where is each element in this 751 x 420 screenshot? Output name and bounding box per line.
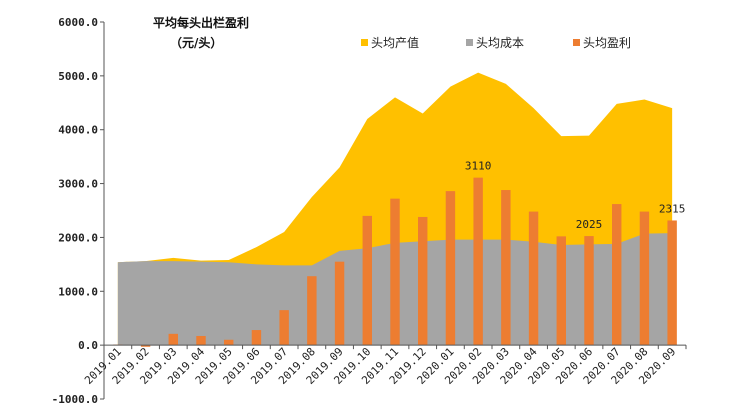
bar-profit-2019.05 bbox=[224, 339, 234, 346]
legend-swatch-cost bbox=[466, 39, 473, 46]
data-labels-group: 3110 2025 2315 bbox=[465, 160, 686, 231]
bar-profit-2020.01 bbox=[445, 191, 456, 346]
bar-profit-2020.08 bbox=[639, 211, 650, 346]
legend: 头均产值 头均成本 头均盈利 bbox=[361, 35, 631, 50]
bar-profit-2019.07 bbox=[279, 310, 289, 346]
legend-swatch-profit bbox=[573, 39, 580, 46]
legend-label-cost: 头均成本 bbox=[476, 36, 524, 50]
y-tick-label: 4000.0 bbox=[58, 124, 98, 137]
bar-profit-2020.03 bbox=[501, 190, 511, 346]
bar-profit-2020.02 bbox=[473, 177, 483, 346]
legend-swatch-value bbox=[361, 39, 368, 46]
y-tick-label: 2000.0 bbox=[58, 231, 98, 244]
bar-profit-2019.08 bbox=[307, 276, 317, 346]
bar-profit-2019.04 bbox=[196, 335, 206, 346]
bar-profit-2020.05 bbox=[556, 236, 566, 346]
y-tick-label: 3000.0 bbox=[58, 178, 98, 191]
data-label-2020.09: 2315 bbox=[659, 202, 686, 215]
y-tick-label: -1000.0 bbox=[52, 393, 98, 406]
bar-series-group bbox=[113, 177, 677, 347]
bar-profit-2019.11 bbox=[390, 198, 400, 346]
bar-profit-2019.02 bbox=[140, 345, 151, 347]
y-tick-label: 6000.0 bbox=[58, 16, 98, 29]
legend-label-profit: 头均盈利 bbox=[583, 36, 631, 50]
data-label-2020.02: 3110 bbox=[465, 160, 492, 173]
bar-profit-2019.06 bbox=[251, 330, 262, 346]
data-label-2020.06: 2025 bbox=[576, 218, 603, 231]
y-tick-label: 5000.0 bbox=[58, 70, 98, 83]
bar-profit-2019.10 bbox=[362, 215, 372, 346]
bar-profit-2019.03 bbox=[168, 333, 178, 346]
bar-profit-2020.06 bbox=[584, 236, 594, 346]
chart-subtitle: （元/头） bbox=[170, 35, 222, 50]
y-tick-label: 1000.0 bbox=[58, 285, 98, 298]
chart-title: 平均每头出栏盈利 bbox=[153, 15, 249, 30]
bar-profit-2019.09 bbox=[334, 261, 345, 346]
bar-profit-2020.07 bbox=[612, 204, 622, 346]
bar-profit-2020.04 bbox=[528, 211, 539, 346]
bar-profit-2019.12 bbox=[418, 216, 428, 346]
bar-profit-2020.09 bbox=[667, 220, 677, 346]
y-tick-label: 0.0 bbox=[78, 339, 98, 352]
legend-label-value: 头均产值 bbox=[371, 35, 419, 50]
